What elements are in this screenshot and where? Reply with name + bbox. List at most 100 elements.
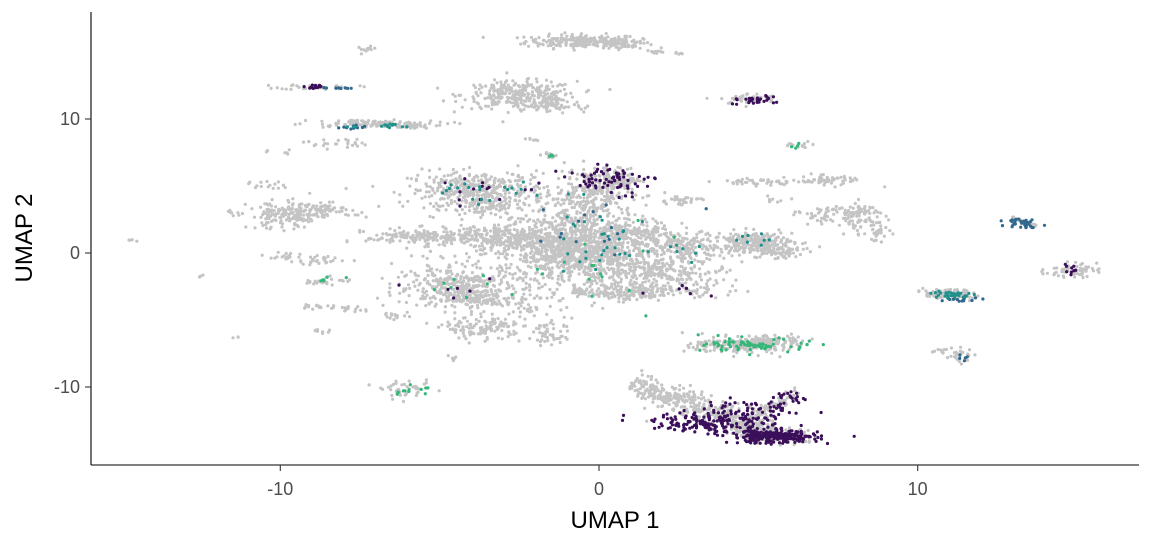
background-point — [493, 89, 497, 93]
background-point — [287, 207, 291, 211]
background-point — [506, 247, 511, 251]
background-point — [705, 256, 709, 261]
background-point — [346, 213, 350, 217]
background-point — [537, 36, 541, 40]
background-point — [720, 265, 724, 269]
background-point — [675, 277, 680, 281]
background-point — [625, 275, 629, 280]
background-point — [434, 277, 439, 281]
background-point — [447, 236, 451, 240]
background-point — [586, 104, 590, 108]
background-point — [535, 294, 539, 298]
background-point — [543, 282, 547, 287]
background-point — [499, 92, 503, 96]
background-point — [540, 84, 544, 88]
background-point — [500, 266, 504, 270]
background-point — [508, 200, 512, 204]
background-point — [467, 205, 472, 209]
background-point — [568, 220, 572, 224]
background-point — [513, 81, 518, 85]
background-point — [568, 175, 572, 179]
background-point — [553, 204, 557, 208]
background-point — [589, 279, 594, 283]
background-point — [556, 201, 560, 205]
background-point — [654, 258, 658, 262]
background-point — [644, 260, 648, 265]
background-point — [622, 233, 627, 237]
background-point — [490, 94, 495, 98]
background-point — [437, 325, 441, 329]
background-point — [438, 123, 442, 127]
background-point — [472, 245, 476, 249]
background-point — [679, 273, 683, 277]
background-point — [614, 219, 618, 223]
background-point — [474, 290, 478, 294]
background-point — [478, 279, 482, 283]
background-point — [599, 268, 603, 273]
background-point — [521, 89, 525, 93]
background-point — [263, 211, 267, 215]
background-point — [336, 121, 340, 125]
background-point — [567, 182, 571, 186]
background-point — [505, 79, 509, 83]
background-point — [524, 214, 528, 218]
background-point — [439, 254, 443, 259]
background-point — [529, 104, 534, 109]
background-point — [480, 326, 484, 330]
background-point — [579, 37, 583, 41]
background-point — [618, 224, 622, 228]
background-point — [679, 264, 683, 268]
background-point — [577, 250, 581, 254]
background-point — [473, 85, 477, 90]
background-point — [444, 208, 448, 212]
background-point — [353, 142, 358, 146]
background-point — [546, 258, 550, 262]
background-point — [618, 166, 623, 170]
background-point — [490, 107, 494, 111]
background-point — [443, 192, 447, 196]
background-point — [430, 194, 434, 198]
background-point — [434, 175, 438, 179]
background-point — [588, 206, 592, 210]
background-point — [264, 221, 269, 225]
background-point — [617, 35, 621, 39]
background-point — [717, 269, 722, 273]
background-point — [693, 296, 697, 300]
background-point — [466, 298, 470, 303]
background-point — [620, 248, 624, 252]
background-point — [551, 40, 555, 44]
background-point — [505, 266, 509, 270]
background-point — [476, 259, 480, 263]
background-point — [458, 193, 462, 197]
background-point — [601, 40, 606, 44]
background-point — [440, 323, 444, 327]
background-point — [538, 153, 543, 157]
background-point — [433, 191, 437, 195]
background-point — [623, 44, 627, 49]
background-point — [595, 281, 599, 285]
background-point — [601, 242, 605, 246]
background-point — [478, 276, 482, 280]
background-point — [811, 142, 815, 147]
background-point — [496, 240, 500, 244]
background-point — [321, 125, 325, 129]
background-point — [568, 273, 573, 278]
background-point — [449, 239, 453, 243]
background-point — [753, 96, 757, 100]
background-point — [655, 252, 659, 256]
background-point — [678, 281, 682, 285]
background-point — [614, 201, 618, 205]
background-point — [442, 240, 446, 244]
background-point — [688, 243, 692, 247]
background-point — [426, 230, 430, 234]
background-point — [470, 331, 474, 335]
background-point — [584, 40, 588, 44]
background-point — [563, 233, 567, 237]
background-point — [686, 249, 690, 253]
background-point — [677, 239, 681, 243]
background-point — [667, 274, 672, 278]
background-point — [494, 229, 498, 233]
background-point — [491, 184, 495, 189]
background-point — [683, 256, 687, 260]
background-point — [511, 79, 515, 83]
